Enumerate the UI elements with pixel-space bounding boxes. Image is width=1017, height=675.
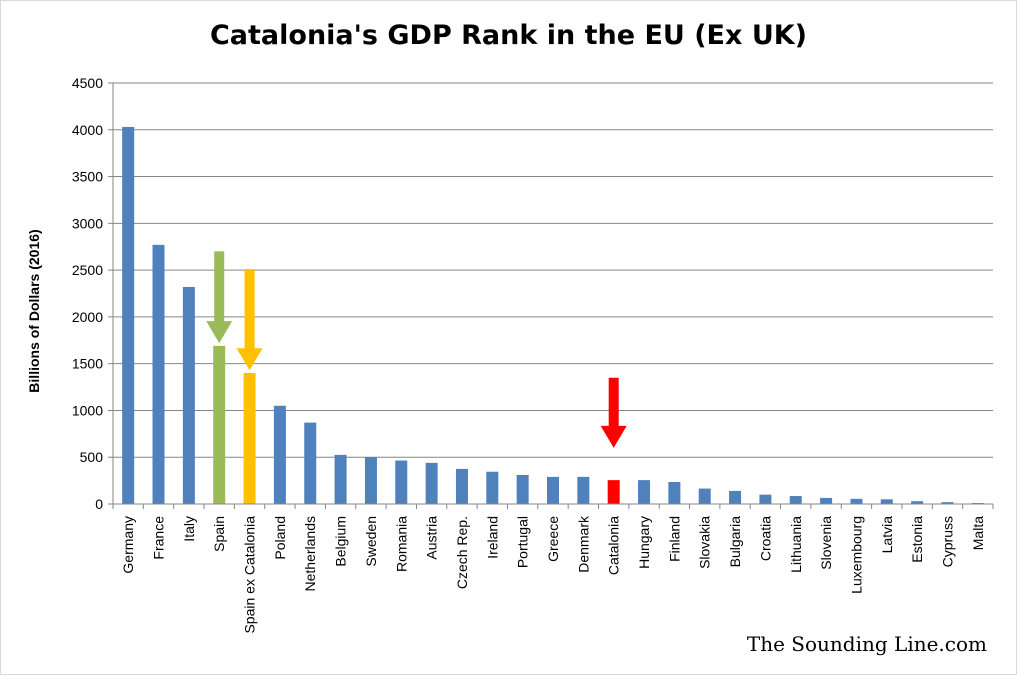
annotation-arrow	[600, 377, 627, 448]
x-tick-label: Czech Rep.	[454, 516, 470, 589]
x-tick-label: Cypruss	[939, 516, 955, 567]
x-tick-label: Portugal	[515, 516, 531, 568]
x-tick-label: Romania	[393, 516, 409, 572]
bar	[273, 405, 286, 504]
x-tick-label: Luxembourg	[848, 516, 864, 594]
bar	[516, 474, 529, 504]
bar	[364, 457, 377, 504]
x-tick-label: Croatia	[757, 516, 773, 561]
x-tick-label: France	[151, 516, 167, 560]
y-tick-label: 3500	[72, 169, 103, 185]
annotation-arrows	[206, 251, 627, 448]
bar	[425, 462, 438, 504]
bar	[304, 422, 317, 504]
y-tick-label: 1000	[72, 402, 103, 418]
y-axis-ticks: 0 500 1000 1500 2000 2500 3000 3500 4000 4500	[72, 75, 113, 512]
bar	[607, 480, 620, 504]
x-tick-label: Austria	[424, 516, 440, 560]
bar	[334, 454, 347, 504]
bar	[486, 471, 499, 504]
x-tick-label: Lithuania	[788, 516, 804, 573]
bar	[213, 345, 226, 504]
y-tick-label: 3000	[72, 215, 103, 231]
chart-title: Catalonia's GDP Rank in the EU (Ex UK)	[209, 20, 808, 51]
bar	[577, 476, 590, 504]
x-tick-label: Netherlands	[302, 516, 318, 592]
bar	[152, 244, 165, 504]
y-tick-label: 0	[95, 496, 103, 512]
y-tick-label: 1500	[72, 356, 103, 372]
bar	[941, 502, 954, 504]
annotation-arrow	[206, 251, 233, 344]
x-tick-label: Hungary	[636, 516, 652, 569]
y-tick-label: 500	[80, 449, 104, 465]
bar	[759, 494, 772, 504]
bar	[243, 373, 256, 504]
bar	[395, 460, 408, 504]
gridlines	[113, 82, 993, 458]
bar	[789, 496, 802, 504]
x-tick-label: Sweden	[363, 516, 379, 567]
x-tick-label: Poland	[272, 516, 288, 560]
annotation-arrow	[236, 269, 263, 371]
x-tick-label: Italy	[181, 516, 197, 542]
bar	[547, 476, 559, 504]
watermark: The Sounding Line.com	[746, 632, 987, 656]
bar	[820, 497, 833, 504]
x-tick-label: Slovakia	[697, 516, 713, 569]
x-tick-label: Spain	[211, 516, 227, 552]
y-tick-label: 4000	[72, 122, 103, 138]
bar	[911, 501, 924, 504]
bar	[638, 480, 651, 504]
x-tick-label: Finland	[666, 516, 682, 562]
bar	[698, 488, 711, 504]
bar	[729, 490, 742, 504]
bar	[122, 126, 135, 505]
y-tick-label: 2500	[72, 262, 103, 278]
x-tick-label: Catalonia	[606, 516, 622, 575]
bars	[122, 126, 984, 505]
bar	[668, 482, 681, 504]
x-tick-label: Germany	[120, 516, 136, 574]
x-tick-label: Denmark	[575, 515, 591, 573]
x-tick-label: Malta	[970, 516, 986, 550]
x-tick-label: Greece	[545, 516, 561, 562]
x-tick-label: Estonia	[909, 516, 925, 563]
x-tick-label: Spain ex Catalonia	[242, 516, 258, 634]
bar	[880, 499, 893, 504]
x-tick-label: Latvia	[879, 516, 895, 554]
bar	[182, 286, 195, 504]
bar	[455, 468, 468, 504]
y-tick-label: 2000	[72, 309, 103, 325]
x-tick-label: Bulgaria	[727, 516, 743, 568]
y-axis-label: Billions of Dollars (2016)	[26, 229, 42, 392]
bar	[850, 498, 863, 504]
x-tick-label: Slovenia	[818, 516, 834, 570]
y-tick-label: 4500	[72, 75, 103, 91]
x-tick-label: Belgium	[333, 516, 349, 567]
x-axis-ticks: Germany France Italy Spain Spain ex Cataloni…	[112, 504, 994, 634]
x-tick-label: Ireland	[484, 516, 500, 559]
